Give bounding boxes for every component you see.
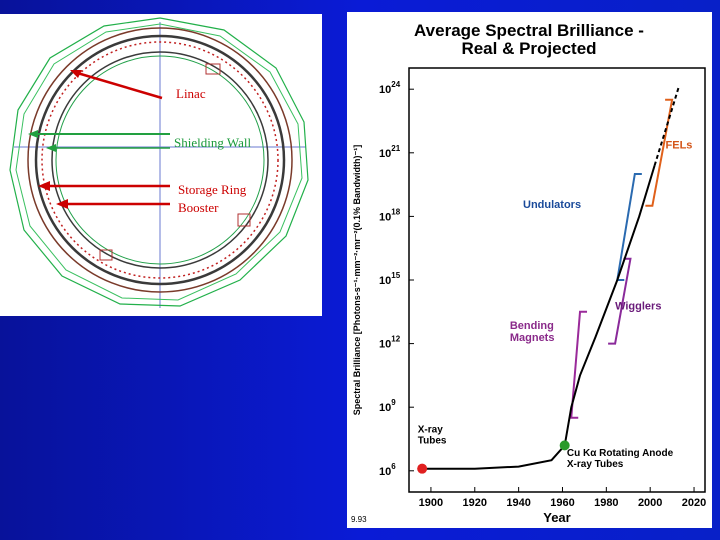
y-tick-label: 1021 [379, 144, 401, 160]
x-tick-label: 1940 [506, 497, 530, 509]
shielding-wall-inner [15, 23, 303, 301]
plot-frame [408, 67, 706, 493]
linac-arrowhead [70, 70, 82, 78]
storage-ring-svg: Linac Shielding Wall Storage Ring Booste… [9, 17, 309, 308]
x-tick-label: 1920 [463, 497, 487, 509]
label-shielding-wall: Shielding Wall [174, 135, 251, 150]
x-tick-label: 1960 [550, 497, 574, 509]
shielding-wall-outer [9, 17, 309, 307]
bracket-wigglers [608, 257, 632, 345]
component-right [237, 213, 251, 227]
bracket-undulators [616, 173, 642, 281]
x-ticks: 1900 1920 1940 1960 1980 2000 2020 [419, 487, 706, 509]
ring-magnets [41, 41, 279, 279]
component-top-right [205, 63, 221, 75]
bracket-fels [645, 98, 674, 207]
brilliance-chart: Average Spectral Brilliance - Real & Pro… [351, 21, 706, 525]
label-linac: Linac [176, 86, 206, 101]
y-tick-label: 1015 [379, 271, 401, 287]
chart-title-line1: Average Spectral Brilliance - [414, 21, 644, 40]
storage-ring-arrowhead [38, 181, 50, 191]
brilliance-chart-panel: Average Spectral Brilliance - Real & Pro… [347, 12, 712, 528]
annotation-xray-tubes: X-ray [418, 425, 443, 436]
annotation-cu-anode: X-ray Tubes [567, 459, 624, 470]
x-tick-label: 1900 [419, 497, 443, 509]
annotation-bending-magnets: Magnets [510, 332, 555, 344]
brilliance-curve-real [420, 165, 656, 470]
data-points [417, 440, 570, 474]
y-tick-label: 106 [379, 462, 396, 478]
linac-arrow [73, 70, 163, 100]
data-point [417, 463, 428, 474]
y-tick-label: 1024 [379, 80, 401, 96]
brilliance-curve-projected [653, 86, 680, 166]
x-tick-label: 2000 [638, 497, 662, 509]
annotation-bending-magnets: Bending [510, 320, 554, 332]
shielding-arrowhead-2 [46, 144, 56, 152]
x-tick-label: 2020 [682, 497, 706, 509]
label-booster: Booster [178, 200, 219, 215]
y-tick-label: 1018 [379, 207, 401, 223]
x-axis-label: Year [543, 510, 570, 525]
bracket-bending-magnets [570, 310, 588, 419]
booster-ring [51, 51, 269, 269]
ring-outer [27, 27, 293, 293]
annotation-cu-anode: Cu Kα Rotating Anode [567, 448, 674, 459]
annotation-xray-tubes: Tubes [418, 436, 447, 447]
y-axis-label: Spectral Brilliance [Photons-s⁻¹·mm⁻²·mr… [352, 145, 362, 416]
y-tick-label: 109 [379, 398, 396, 414]
storage-ring-figure: Linac Shielding Wall Storage Ring Booste… [0, 14, 322, 316]
annotation-fels: FELs [666, 140, 693, 152]
footnote: 9.93 [351, 515, 367, 524]
label-storage-ring: Storage Ring [178, 182, 247, 197]
chart-title-line2: Real & Projected [461, 39, 596, 58]
storage-ring [34, 34, 286, 286]
y-tick-label: 1012 [379, 335, 401, 351]
data-point [559, 440, 570, 451]
x-tick-label: 1980 [594, 497, 618, 509]
brackets [570, 98, 674, 419]
shielding-arrowhead [28, 130, 38, 138]
y-ticks: 106 109 1012 1015 1018 1021 1024 [379, 80, 414, 478]
annotation-undulators: Undulators [523, 199, 581, 211]
component-bottom [99, 249, 113, 261]
booster-arrowhead [56, 199, 68, 209]
booster-inner [55, 55, 265, 265]
annotation-wigglers: Wigglers [615, 301, 661, 313]
